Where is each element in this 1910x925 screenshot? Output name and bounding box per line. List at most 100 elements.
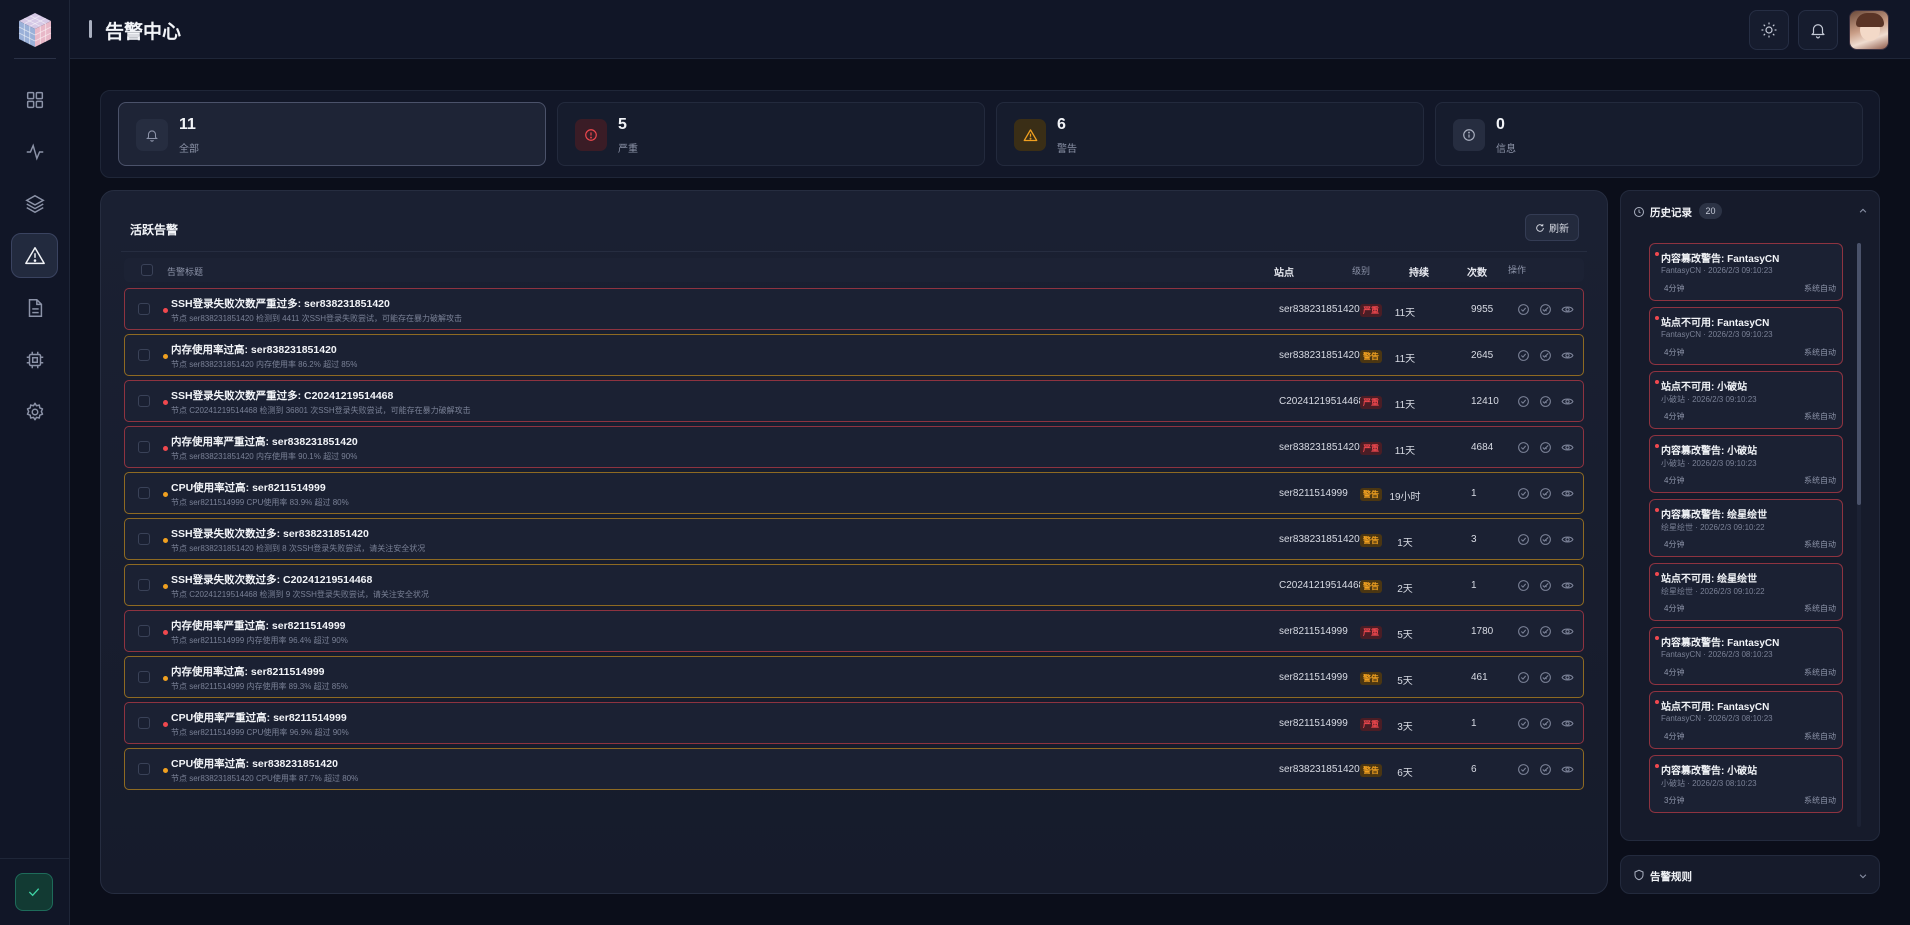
stat-card-info[interactable]: 0 信息 [1435,102,1863,166]
history-item[interactable]: 内容篡改警告: FantasyCN FantasyCN · 2026/2/3 09… [1649,243,1843,301]
stat-card-critical[interactable]: 5 严重 [557,102,985,166]
table-row[interactable]: 内存使用率过高: ser8211514999 节点 ser8211514999 内… [124,656,1584,698]
history-item[interactable]: 内容篡改警告: 绘星绘世 绘星绘世 · 2026/2/3 09:10:22 4分钟 系… [1649,499,1843,557]
view-icon[interactable] [1561,763,1574,776]
severity-dot [1655,700,1659,704]
nav-monitoring[interactable] [11,129,58,174]
resolve-icon[interactable] [1539,487,1552,500]
table-row[interactable]: CPU使用率过高: ser838231851420 节点 ser838231851… [124,748,1584,790]
acknowledge-icon[interactable] [1517,303,1530,316]
table-row[interactable]: SSH登录失败次数过多: ser838231851420 节点 ser838231… [124,518,1584,560]
table-row[interactable]: 内存使用率严重过高: ser838231851420 节点 ser83823185… [124,426,1584,468]
acknowledge-icon[interactable] [1517,533,1530,546]
history-item[interactable]: 站点不可用: 小破站 小破站 · 2026/2/3 09:10:23 4分钟 系统自动 [1649,371,1843,429]
alert-description: 节点 C20241219514468 检测到 36801 次SSH登录失败尝试，… [171,406,471,415]
row-checkbox[interactable] [138,303,150,315]
row-checkbox[interactable] [138,395,150,407]
view-icon[interactable] [1561,717,1574,730]
table-row[interactable]: 内存使用率严重过高: ser8211514999 节点 ser8211514999… [124,610,1584,652]
resolve-icon[interactable] [1539,625,1552,638]
chevron-up-icon[interactable] [1858,206,1868,216]
view-icon[interactable] [1561,303,1574,316]
history-item-title: 站点不可用: FantasyCN [1661,318,1770,329]
refresh-button[interactable]: 刷新 [1525,214,1579,241]
row-checkbox[interactable] [138,717,150,729]
history-item[interactable]: 内容篡改警告: FantasyCN FantasyCN · 2026/2/3 08… [1649,627,1843,685]
acknowledge-icon[interactable] [1517,763,1530,776]
history-item[interactable]: 内容篡改警告: 小破站 小破站 · 2026/2/3 09:10:23 4分钟 系统自… [1649,435,1843,493]
resolve-icon[interactable] [1539,763,1552,776]
view-icon[interactable] [1561,533,1574,546]
acknowledge-icon[interactable] [1517,487,1530,500]
resolve-icon[interactable] [1539,395,1552,408]
table-row[interactable]: CPU使用率严重过高: ser8211514999 节点 ser821151499… [124,702,1584,744]
history-item[interactable]: 站点不可用: FantasyCN FantasyCN · 2026/2/3 09:… [1649,307,1843,365]
acknowledge-icon[interactable] [1517,579,1530,592]
acknowledge-icon[interactable] [1517,671,1530,684]
acknowledge-icon[interactable] [1517,625,1530,638]
history-item[interactable]: 站点不可用: 绘星绘世 绘星绘世 · 2026/2/3 09:10:22 4分钟 系统… [1649,563,1843,621]
resolve-icon[interactable] [1539,717,1552,730]
nav-settings[interactable] [11,389,58,434]
select-all-checkbox[interactable] [141,264,153,276]
scrollbar-thumb[interactable] [1857,243,1861,505]
view-icon[interactable] [1561,441,1574,454]
alert-site: ser838231851420 [1279,534,1360,545]
resolve-icon[interactable] [1539,349,1552,362]
row-checkbox[interactable] [138,441,150,453]
nav-dashboard[interactable] [11,77,58,122]
history-item-title: 内容篡改警告: 小破站 [1661,766,1758,777]
row-checkbox[interactable] [138,533,150,545]
acknowledge-icon[interactable] [1517,395,1530,408]
row-checkbox[interactable] [138,625,150,637]
view-icon[interactable] [1561,349,1574,362]
row-checkbox[interactable] [138,487,150,499]
system-status-button[interactable] [15,873,53,911]
resolve-icon[interactable] [1539,533,1552,546]
history-item-meta: 绘星绘世 · 2026/2/3 09:10:22 [1661,587,1765,596]
resolve-icon[interactable] [1539,441,1552,454]
resolve-icon[interactable] [1539,303,1552,316]
notifications-button[interactable] [1798,10,1838,50]
table-row[interactable]: SSH登录失败次数过多: C20241219514468 节点 C20241219… [124,564,1584,606]
cube-logo-icon[interactable] [15,10,55,50]
avatar[interactable] [1849,10,1889,50]
view-icon[interactable] [1561,579,1574,592]
resolve-icon[interactable] [1539,579,1552,592]
severity-badge: 警告 [1360,580,1382,593]
view-icon[interactable] [1561,487,1574,500]
chevron-down-icon[interactable] [1858,871,1868,881]
nav-documents[interactable] [11,285,58,330]
nav-alerts[interactable] [11,233,58,278]
stat-count: 6 [1057,116,1066,133]
alert-rules-panel[interactable]: 告警规则 [1620,855,1880,894]
acknowledge-icon[interactable] [1517,441,1530,454]
theme-toggle-button[interactable] [1749,10,1789,50]
nav-hardware[interactable] [11,337,58,382]
acknowledge-icon[interactable] [1517,717,1530,730]
table-row[interactable]: SSH登录失败次数严重过多: ser838231851420 节点 ser8382… [124,288,1584,330]
resolve-icon[interactable] [1539,671,1552,684]
history-item[interactable]: 内容篡改警告: 小破站 小破站 · 2026/2/3 08:10:23 3分钟 系统自… [1649,755,1843,813]
row-checkbox[interactable] [138,671,150,683]
stat-card-warning[interactable]: 6 警告 [996,102,1424,166]
nav-layers[interactable] [11,181,58,226]
view-icon[interactable] [1561,625,1574,638]
table-row[interactable]: CPU使用率过高: ser8211514999 节点 ser8211514999 … [124,472,1584,514]
row-checkbox[interactable] [138,763,150,775]
view-icon[interactable] [1561,395,1574,408]
header: 告警中心 [70,0,1910,59]
alert-description: 节点 ser838231851420 内存使用率 86.2% 超过 85% [171,360,358,369]
history-item[interactable]: 站点不可用: FantasyCN FantasyCN · 2026/2/3 08:… [1649,691,1843,749]
view-icon[interactable] [1561,671,1574,684]
row-checkbox[interactable] [138,349,150,361]
scrollbar-track[interactable] [1857,243,1861,827]
row-checkbox[interactable] [138,579,150,591]
severity-dot [163,630,168,635]
acknowledge-icon[interactable] [1517,349,1530,362]
stat-label: 信息 [1496,144,1516,155]
history-panel: 历史记录 20 内容篡改警告: FantasyCN FantasyCN · 202… [1620,190,1880,841]
table-row[interactable]: SSH登录失败次数严重过多: C20241219514468 节点 C202412… [124,380,1584,422]
table-row[interactable]: 内存使用率过高: ser838231851420 节点 ser8382318514… [124,334,1584,376]
stat-card-all[interactable]: 11 全部 [118,102,546,166]
